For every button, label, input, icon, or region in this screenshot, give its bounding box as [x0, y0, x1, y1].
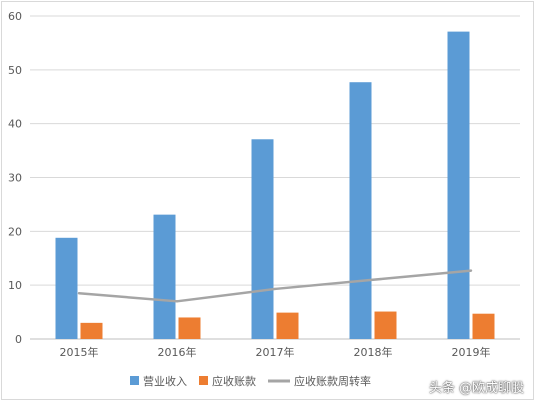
bar: [80, 322, 103, 339]
watermark: 头条 @欧成聊股: [428, 381, 524, 396]
y-tick-label: 40: [8, 118, 22, 131]
line-point: [273, 287, 277, 291]
legend-swatch: [199, 376, 208, 385]
y-tick-label: 50: [8, 64, 22, 77]
bar: [447, 31, 470, 340]
x-tick-label: 2016年: [158, 345, 197, 359]
x-tick-label: 2017年: [256, 345, 295, 359]
line-point: [175, 300, 179, 303]
bar: [55, 237, 78, 339]
y-tick-label: 10: [8, 279, 22, 292]
bar: [374, 311, 397, 339]
bar: [251, 139, 274, 339]
line-point: [77, 292, 81, 295]
bar: [349, 82, 372, 339]
y-tick-label: 30: [8, 172, 22, 185]
line-point: [371, 278, 375, 281]
bar: [178, 317, 201, 339]
legend-swatch: [130, 376, 139, 385]
x-tick-label: 2019年: [452, 345, 491, 359]
bar: [153, 214, 176, 339]
legend-label: 应收账款周转率: [294, 374, 371, 388]
x-tick-label: 2015年: [60, 345, 99, 359]
x-tick-label: 2018年: [354, 345, 393, 359]
y-tick-label: 0: [15, 333, 22, 346]
y-tick-label: 60: [8, 10, 22, 23]
bar: [472, 313, 495, 339]
bar: [276, 312, 299, 339]
series-line: [78, 269, 472, 303]
legend-label: 营业收入: [143, 374, 187, 388]
line-point: [469, 269, 473, 272]
y-tick-label: 20: [8, 225, 22, 238]
legend-label: 应收账款: [212, 374, 256, 388]
